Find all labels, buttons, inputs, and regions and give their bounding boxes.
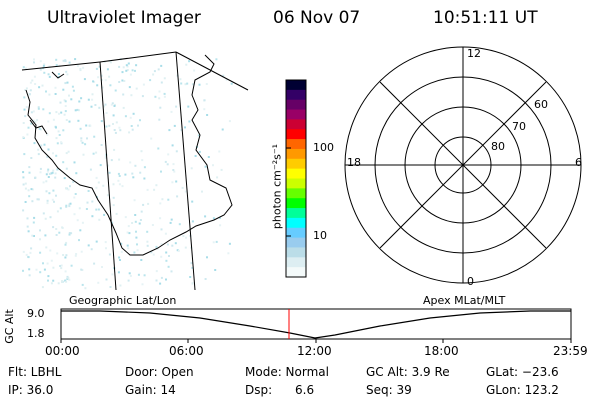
status-dsp: Dsp: 6.6 (245, 383, 315, 397)
colorbar-band (286, 119, 306, 130)
aurora-speckle (22, 58, 233, 290)
time-tick-0000: 00:00 (45, 344, 80, 358)
mlt-label-12: 12 (467, 47, 481, 60)
mlt-label-18: 18 (347, 156, 361, 169)
colorbar-band (286, 257, 306, 268)
colorbar-band (286, 247, 306, 258)
timeline-left-title: Geographic Lat/Lon (69, 294, 177, 307)
time-tick-2359: 23:59 (553, 344, 588, 358)
colorbar-band (286, 139, 306, 150)
colorbar-band (286, 237, 306, 248)
colorbar-band (286, 80, 306, 91)
colorbar-band (286, 148, 306, 160)
colorbar-band (286, 109, 306, 120)
colorbar-band (286, 89, 306, 101)
colorbar-band (286, 168, 306, 179)
status-door: Door: Open (125, 365, 194, 379)
timeline-y-max: 9.0 (27, 307, 45, 320)
status-gc-alt: GC Alt: 3.9 Re (366, 365, 450, 379)
colorbar-band (286, 217, 306, 229)
timeline-right-title: Apex MLat/MLT (423, 294, 506, 307)
status-gain: Gain: 14 (125, 383, 176, 397)
date-label: 06 Nov 07 (273, 8, 361, 28)
status-flt: Flt: LBHL (8, 365, 62, 379)
colorbar-band (286, 178, 306, 189)
lat-label-60: 60 (534, 98, 548, 111)
time-tick-1200: 12:00 (297, 344, 332, 358)
status-seq: Seq: 39 (366, 383, 412, 397)
mlt-label-0: 0 (467, 275, 474, 288)
time-tick-0600: 06:00 (169, 344, 204, 358)
time-label: 10:51:11 UT (433, 8, 538, 28)
status-ip: IP: 36.0 (8, 383, 54, 397)
colorbar-band (286, 129, 306, 140)
colorbar-band (286, 99, 306, 111)
colorbar-band (286, 188, 306, 199)
colorbar-band (286, 208, 306, 219)
time-tick-1800: 18:00 (424, 344, 459, 358)
colorbar-tick-10: 10 (313, 229, 327, 242)
status-glat: GLat: −23.6 (486, 365, 559, 379)
colorbar-band (286, 158, 306, 170)
timeline-y-min: 1.8 (27, 327, 45, 340)
colorbar-band (286, 227, 306, 239)
instrument-title: Ultraviolet Imager (47, 8, 201, 28)
lat-label-80: 80 (491, 140, 505, 153)
colorbar-band (286, 267, 306, 278)
mlt-label-6: 6 (575, 156, 582, 169)
colorbar-band (286, 198, 306, 209)
lat-label-70: 70 (512, 120, 526, 133)
status-glon: GLon: 123.2 (486, 383, 559, 397)
colorbar-tick-100: 100 (313, 141, 334, 154)
status-mode: Mode: Normal (245, 365, 329, 379)
